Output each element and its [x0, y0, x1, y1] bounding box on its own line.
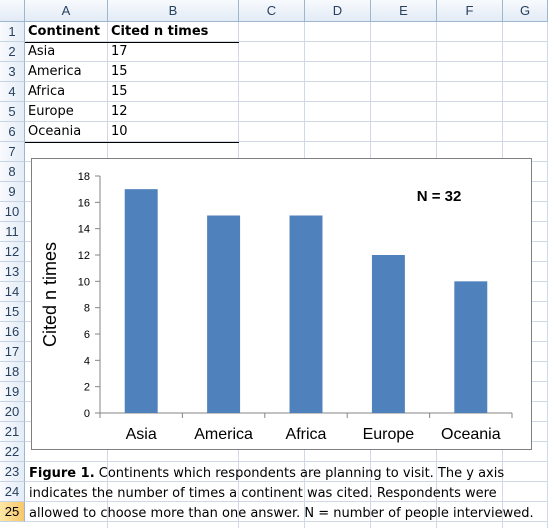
- row-header-19[interactable]: 19: [0, 382, 25, 402]
- row-header-24[interactable]: 24: [0, 482, 25, 502]
- gridline: [25, 481, 548, 482]
- caption-text: Continents which respondents are plannin…: [29, 466, 534, 521]
- row-header-7[interactable]: 7: [0, 142, 25, 162]
- cell-continent[interactable]: Oceania: [28, 124, 82, 139]
- column-header-f[interactable]: F: [437, 0, 503, 22]
- y-tick-label: 4: [84, 355, 90, 367]
- bar: [454, 281, 488, 413]
- cell-continent[interactable]: Asia: [28, 44, 56, 59]
- row-header-10[interactable]: 10: [0, 202, 25, 222]
- row-header-11[interactable]: 11: [0, 222, 25, 242]
- bar-chart[interactable]: 0 2 4 6 8 10 12 14 16 18 Asia America Africa Europe Oc…: [31, 158, 532, 450]
- chart-svg: 0 2 4 6 8 10 12 14 16 18 Asia America Africa Europe Oc…: [40, 171, 513, 443]
- cell-count[interactable]: 12: [111, 104, 128, 119]
- row-header-15[interactable]: 15: [0, 302, 25, 322]
- cell-continent[interactable]: Europe: [28, 104, 74, 119]
- x-tick-label: Oceania: [441, 426, 501, 443]
- gridline: [25, 461, 548, 462]
- column-header-g[interactable]: G: [503, 0, 548, 22]
- row-header-18[interactable]: 18: [0, 362, 25, 382]
- row-header-1[interactable]: 1: [0, 22, 25, 42]
- y-tick-label: 6: [84, 329, 90, 341]
- column-header-a[interactable]: A: [25, 0, 108, 22]
- cell-count[interactable]: 10: [111, 124, 128, 139]
- y-tick-label: 14: [78, 224, 90, 236]
- row-header-17[interactable]: 17: [0, 342, 25, 362]
- row-header-9[interactable]: 9: [0, 182, 25, 202]
- y-tick-label: 16: [78, 197, 90, 209]
- bar: [124, 189, 158, 413]
- row-header-12[interactable]: 12: [0, 242, 25, 262]
- gridline: [25, 521, 548, 522]
- cell-count[interactable]: 15: [111, 64, 128, 79]
- caption-label: Figure 1.: [29, 466, 95, 481]
- row-header-21[interactable]: 21: [0, 422, 25, 442]
- row-header-20[interactable]: 20: [0, 402, 25, 422]
- bar: [371, 255, 405, 413]
- y-tick-label: 2: [84, 382, 90, 394]
- cell-continent[interactable]: Africa: [28, 84, 66, 99]
- row-header-4[interactable]: 4: [0, 82, 25, 102]
- bar: [207, 215, 241, 413]
- y-tick-label: 0: [84, 408, 90, 420]
- x-tick-label: America: [194, 426, 253, 443]
- gridline: [25, 141, 548, 142]
- bar: [289, 215, 323, 413]
- row-header-25[interactable]: 25: [0, 502, 25, 522]
- y-tick-label: 10: [78, 276, 90, 288]
- row-header-13[interactable]: 13: [0, 262, 25, 282]
- select-all-corner[interactable]: [0, 0, 25, 22]
- row-header-23[interactable]: 23: [0, 462, 25, 482]
- y-tick-label: 18: [78, 171, 90, 183]
- row-header-8[interactable]: 8: [0, 162, 25, 182]
- row-header-6[interactable]: 6: [0, 122, 25, 142]
- cell-count[interactable]: 15: [111, 84, 128, 99]
- table-bottom-border: [25, 142, 239, 143]
- header-cited[interactable]: Cited n times: [111, 24, 209, 39]
- y-tick-label: 12: [78, 250, 90, 262]
- row-header-2[interactable]: 2: [0, 42, 25, 62]
- gridline: [25, 101, 548, 102]
- x-tick-label: Europe: [363, 426, 415, 443]
- row-header-14[interactable]: 14: [0, 282, 25, 302]
- n-annotation: N = 32: [417, 188, 462, 205]
- gridline: [25, 41, 548, 42]
- gridline: [25, 81, 548, 82]
- gridline: [25, 61, 548, 62]
- gridline: [25, 121, 548, 122]
- cell-count[interactable]: 17: [111, 44, 128, 59]
- column-header-d[interactable]: D: [305, 0, 371, 22]
- x-tick-label: Asia: [126, 426, 157, 443]
- column-header-e[interactable]: E: [371, 0, 437, 22]
- row-header-3[interactable]: 3: [0, 62, 25, 82]
- x-tick-label: Africa: [286, 426, 327, 443]
- column-header-c[interactable]: C: [239, 0, 305, 22]
- y-axis-label: Cited n times: [40, 242, 60, 347]
- row-header-5[interactable]: 5: [0, 102, 25, 122]
- row-header-16[interactable]: 16: [0, 322, 25, 342]
- gridline: [25, 501, 548, 502]
- row-header-22[interactable]: 22: [0, 442, 25, 462]
- y-tick-label: 8: [84, 303, 90, 315]
- figure-caption: Figure 1. Continents which respondents a…: [29, 464, 539, 524]
- header-continent[interactable]: Continent: [28, 24, 100, 39]
- cell-continent[interactable]: America: [28, 64, 82, 79]
- column-header-b[interactable]: B: [108, 0, 239, 22]
- header-underline: [25, 42, 239, 43]
